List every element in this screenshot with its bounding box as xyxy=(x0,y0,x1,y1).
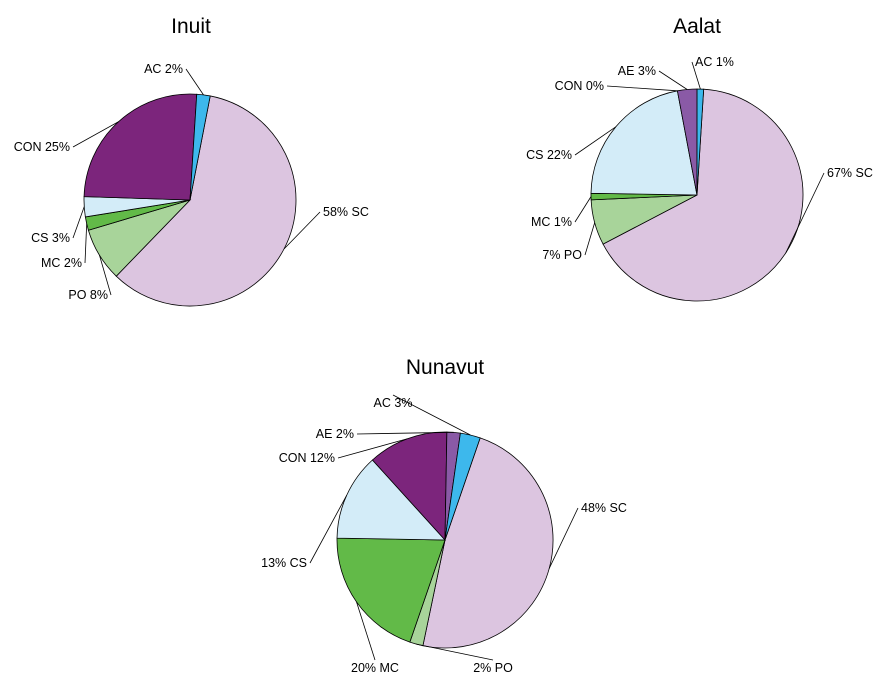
slice-label-po: 2% PO xyxy=(473,661,513,675)
pie-slice-ac xyxy=(444,432,481,541)
leader-line-sc xyxy=(548,507,579,569)
slice-label-ac: AC 3% xyxy=(374,396,413,410)
slice-label-cs: 13% CS xyxy=(261,556,307,570)
slice-label-sc: 67% SC xyxy=(827,166,873,180)
leader-line-mc xyxy=(574,196,592,223)
pie-slice-cs xyxy=(590,90,698,196)
slice-label-con: CON 12% xyxy=(279,451,335,465)
slice-label-sc: 58% SC xyxy=(323,205,369,219)
leader-line-sc xyxy=(785,172,825,253)
pie-slice-sc xyxy=(602,88,804,302)
leader-line-po xyxy=(99,254,112,296)
slice-label-po: PO 8% xyxy=(68,288,108,302)
chart-title: Nunavut xyxy=(406,356,484,379)
leader-line-ac xyxy=(691,61,701,90)
leader-line-con xyxy=(606,85,678,92)
leader-line-cs xyxy=(309,495,347,564)
chart-title: Inuit xyxy=(171,15,211,38)
leader-line-mc xyxy=(356,601,376,661)
slice-label-mc: 20% MC xyxy=(351,661,399,675)
slice-label-mc: MC 2% xyxy=(41,256,82,270)
pie-chart-aalat: Aalat 67% SC 7% PO MC 1% CS 22% CON 0% AE 3% A… xyxy=(526,15,873,302)
leader-line-sc xyxy=(283,211,321,250)
leader-line-mc xyxy=(84,223,88,264)
slice-label-cs: CS 3% xyxy=(31,231,70,245)
chart-title: Aalat xyxy=(673,15,721,38)
pie-slice-cs xyxy=(336,459,446,541)
slice-label-sc: 48% SC xyxy=(581,501,627,515)
pie-chart-inuit: Inuit 58% SC PO 8% MC 2% CS 3% CON 25% AC 2% xyxy=(14,15,369,307)
leader-line-ac xyxy=(185,68,204,96)
leader-line-ae xyxy=(356,431,454,435)
pie-slice-sc xyxy=(115,95,297,307)
leader-line-po xyxy=(416,643,494,661)
leader-line-cs xyxy=(72,206,85,239)
slice-label-ac: AC 2% xyxy=(144,62,183,76)
slice-label-po: 7% PO xyxy=(542,248,582,262)
slice-label-cs: CS 22% xyxy=(526,148,572,162)
slice-label-con: CON 25% xyxy=(14,140,70,154)
slice-label-con: CON 0% xyxy=(555,79,604,93)
leader-line-ac xyxy=(392,394,471,436)
slice-label-ae: AE 3% xyxy=(618,64,656,78)
slice-label-ac: AC 1% xyxy=(695,55,734,69)
slice-label-ae: AE 2% xyxy=(316,427,354,441)
slice-label-mc: MC 1% xyxy=(531,215,572,229)
leader-line-po xyxy=(584,222,596,256)
leader-line-cs xyxy=(574,126,617,156)
pie-chart-nunavut: Nunavut 48% SC 2% PO 20% MC 13% CS CON 12% AE… xyxy=(261,356,627,675)
pie-slice-con xyxy=(83,93,198,201)
leader-line-con xyxy=(337,438,408,459)
leader-line-ae xyxy=(658,70,688,90)
leader-line-con xyxy=(72,121,119,148)
